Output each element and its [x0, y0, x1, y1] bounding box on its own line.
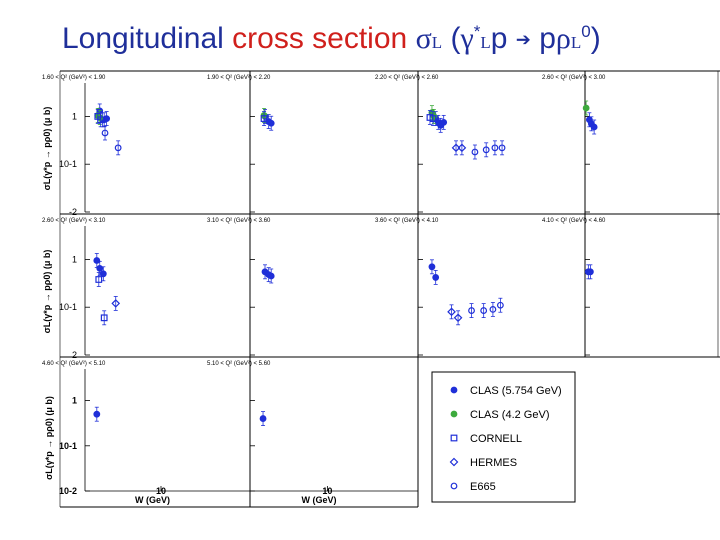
title-paren-open: ( — [450, 22, 461, 55]
legend-label: E665 — [470, 481, 496, 493]
x-axis-label: W (GeV) — [135, 495, 170, 505]
x-tick-label: 10 — [322, 486, 332, 496]
x-axis-label: W (GeV) — [302, 495, 337, 505]
panel-label: 1.90 < Q² (GeV²) < 2.20 — [207, 75, 271, 81]
panel-label: 3.10 < Q² (GeV²) < 3.60 — [207, 218, 271, 224]
arrow-icon: ➔ — [515, 29, 531, 50]
legend-label: HERMES — [470, 457, 517, 469]
x-tick-label: 10 — [156, 486, 166, 496]
data-point-e665 — [491, 144, 499, 152]
legend-label: CORNELL — [470, 433, 522, 445]
data-point-cornell — [429, 115, 437, 122]
y-tick-label: 10-1 — [59, 441, 77, 451]
data-point-clas-5-754-gev- — [99, 270, 107, 278]
data-point-cornell — [95, 276, 103, 283]
legend-marker-hermes — [449, 457, 459, 467]
data-point-clas-5-754-gev- — [586, 268, 594, 276]
title-word-cross-section: cross section — [232, 22, 408, 55]
panel-label: 2.60 < Q² (GeV²) < 3.00 — [542, 75, 606, 81]
data-point-clas-5-754-gev- — [259, 415, 267, 422]
data-point-e665 — [114, 144, 122, 152]
legend-marker-clas-4-2-gev- — [450, 410, 458, 418]
data-point-hermes — [111, 299, 121, 308]
title-p2: p — [539, 22, 556, 55]
data-point-e665 — [496, 301, 504, 309]
title-rho-sub: L — [570, 33, 582, 52]
data-point-hermes — [447, 307, 456, 317]
title-gamma: γ — [460, 22, 474, 55]
data-point-e665 — [482, 146, 490, 154]
data-point-e665 — [498, 144, 506, 152]
data-point-hermes — [457, 143, 467, 153]
data-point-clas-5-754-gev- — [93, 410, 101, 418]
data-point-clas-5-754-gev- — [93, 257, 101, 264]
y-tick-label: -2 — [69, 207, 77, 217]
title-rho: ρ — [555, 22, 571, 55]
panel-label: 4.60 < Q² (GeV²) < 5.10 — [42, 361, 106, 367]
data-point-hermes — [451, 143, 461, 153]
data-point-clas-5-754-gev- — [590, 123, 598, 131]
panel-label: 1.60 < Q² (GeV²) < 1.90 — [42, 75, 106, 81]
y-tick-label: 10-1 — [59, 159, 77, 169]
data-point-clas-5-754-gev- — [428, 263, 436, 271]
slide-title: Longitudinal cross section σL (γ*Lp ➔ pρ… — [62, 22, 601, 56]
panel-label: 2.60 < Q² (GeV²) < 3.10 — [42, 218, 106, 224]
legend-label: CLAS (5.754 GeV) — [470, 385, 562, 397]
legend-marker-e665 — [450, 482, 458, 490]
panel-label: 3.60 < Q² (GeV²) < 4.10 — [375, 218, 439, 224]
data-point-clas-5-754-gev- — [267, 272, 275, 280]
data-point-e665 — [471, 148, 479, 156]
legend-box — [431, 371, 576, 503]
panel-label: 2.20 < Q² (GeV²) < 2.60 — [375, 75, 439, 81]
legend-marker-clas-5-754-gev- — [450, 386, 458, 394]
data-point-clas-5-754-gev- — [440, 118, 448, 126]
title-rho-sup: 0 — [581, 22, 591, 41]
y-tick-label: 10-1 — [59, 302, 77, 312]
data-point-e665 — [468, 307, 475, 314]
y-axis-label: σL(γ*p → pρ0) (μ b) — [42, 250, 52, 334]
data-point-clas-4-2-gev- — [582, 104, 590, 112]
y-axis-label: σL(γ*p → pρ0) (μ b) — [42, 107, 52, 191]
legend-marker-cornell — [450, 434, 458, 442]
data-point-e665 — [489, 305, 497, 313]
panel-label: 5.10 < Q² (GeV²) < 5.60 — [207, 361, 271, 367]
y-tick-label: 1 — [72, 254, 77, 264]
title-sigma-sub: L — [431, 33, 443, 52]
data-point-cornell — [100, 314, 108, 322]
title-p1: p — [490, 22, 508, 55]
data-point-clas-5-754-gev- — [103, 115, 111, 122]
title-word-longitudinal: Longitudinal — [62, 22, 224, 55]
legend-label: CLAS (4.2 GeV) — [470, 409, 549, 421]
data-point-cornell — [260, 115, 268, 122]
y-tick-label: 10-2 — [59, 486, 77, 496]
data-point-hermes — [453, 313, 463, 323]
data-point-clas-5-754-gev- — [267, 119, 275, 127]
panel-label: 4.10 < Q² (GeV²) < 4.60 — [542, 218, 606, 224]
y-axis-label: σL(γ*p → pρ0) (μ b) — [44, 396, 54, 480]
title-paren-close: ) — [590, 22, 601, 55]
title-gamma-sup: * — [473, 22, 481, 41]
data-point-e665 — [480, 307, 488, 314]
y-tick-label: 1 — [72, 396, 77, 406]
data-point-e665 — [101, 129, 109, 137]
y-tick-label: 1 — [72, 111, 77, 121]
data-point-clas-5-754-gev- — [432, 274, 440, 281]
data-point-clas-5-754-gev- — [96, 264, 104, 272]
title-gamma-sub: L — [480, 33, 491, 52]
title-sigma: σ — [415, 22, 432, 55]
y-tick-label: 2 — [72, 350, 77, 360]
data-point-cornell — [97, 116, 105, 124]
